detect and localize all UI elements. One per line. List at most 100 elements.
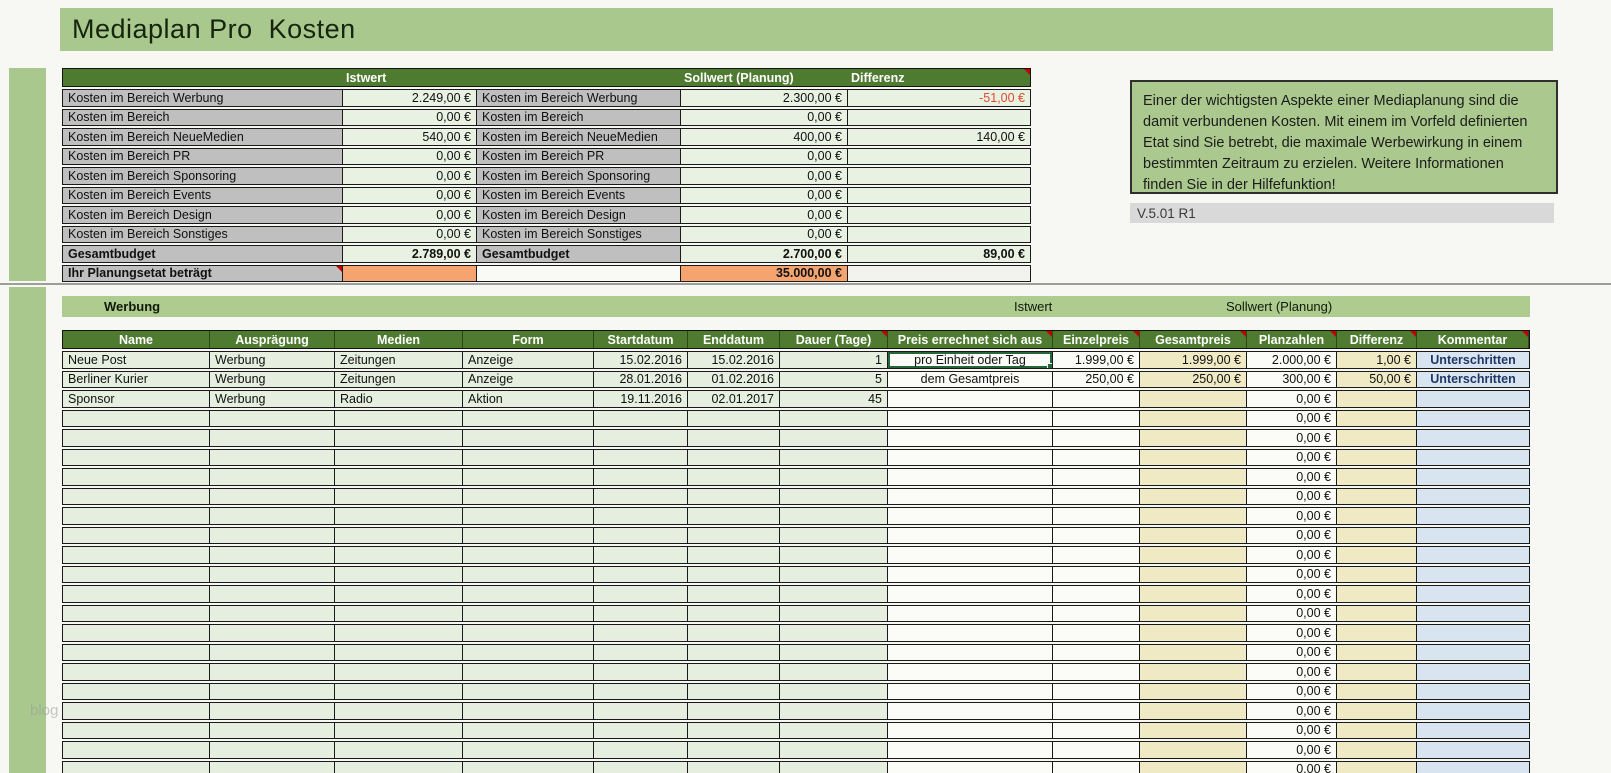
plan-cell-r10-c12[interactable] bbox=[1417, 546, 1530, 564]
budget-cell-label-2[interactable]: Kosten im Bereich NeueMedien bbox=[62, 128, 343, 146]
plan-cell-r9-c0[interactable] bbox=[62, 526, 210, 544]
plan-cell-r18-c9[interactable] bbox=[1140, 702, 1247, 720]
budget-header-sollwert[interactable]: Sollwert (Planung) bbox=[680, 69, 847, 86]
plan-cell-r15-c0[interactable] bbox=[62, 643, 210, 661]
plan-cell-r3-c3[interactable] bbox=[463, 409, 594, 427]
plan-cell-r8-c10[interactable]: 0,00 € bbox=[1247, 507, 1337, 525]
plan-cell-r16-c5[interactable] bbox=[688, 663, 780, 681]
plan-cell-r17-c10[interactable]: 0,00 € bbox=[1247, 682, 1337, 700]
plan-cell-r5-c0[interactable] bbox=[62, 448, 210, 466]
plan-cell-r19-c2[interactable] bbox=[335, 721, 463, 739]
plan-cell-r19-c0[interactable] bbox=[62, 721, 210, 739]
plan-header-5[interactable]: Enddatum bbox=[688, 331, 780, 348]
plan-cell-r13-c10[interactable]: 0,00 € bbox=[1247, 604, 1337, 622]
budget-cell-diff-0[interactable]: -51,00 € bbox=[848, 89, 1031, 107]
plan-cell-r12-c4[interactable] bbox=[594, 585, 688, 603]
budget-cell-label-7[interactable]: Kosten im Bereich Sonstiges bbox=[62, 225, 343, 243]
plan-cell-r10-c1[interactable] bbox=[210, 546, 335, 564]
plan-cell-r19-c9[interactable] bbox=[1140, 721, 1247, 739]
plan-cell-r6-c12[interactable] bbox=[1417, 468, 1530, 486]
budget-cell-label-3[interactable]: Kosten im Bereich PR bbox=[62, 147, 343, 165]
plan-cell-r12-c6[interactable] bbox=[780, 585, 888, 603]
plan-cell-r14-c1[interactable] bbox=[210, 624, 335, 642]
budget-cell-soll-0[interactable]: 2.300,00 € bbox=[681, 89, 848, 107]
plan-cell-r20-c1[interactable] bbox=[210, 741, 335, 759]
plan-cell-r3-c12[interactable] bbox=[1417, 409, 1530, 427]
plan-cell-r6-c8[interactable] bbox=[1053, 468, 1140, 486]
plan-cell-r8-c6[interactable] bbox=[780, 507, 888, 525]
plan-cell-r17-c7[interactable] bbox=[888, 682, 1053, 700]
plan-cell-r20-c6[interactable] bbox=[780, 741, 888, 759]
plan-cell-r18-c11[interactable] bbox=[1337, 702, 1417, 720]
plan-cell-r9-c10[interactable]: 0,00 € bbox=[1247, 526, 1337, 544]
plan-cell-r19-c11[interactable] bbox=[1337, 721, 1417, 739]
plan-cell-r3-c5[interactable] bbox=[688, 409, 780, 427]
plan-cell-r1-c8[interactable]: 250,00 € bbox=[1053, 370, 1140, 388]
plan-cell-r11-c5[interactable] bbox=[688, 565, 780, 583]
plan-cell-r11-c12[interactable] bbox=[1417, 565, 1530, 583]
plan-cell-r17-c0[interactable] bbox=[62, 682, 210, 700]
plan-cell-r17-c9[interactable] bbox=[1140, 682, 1247, 700]
plan-cell-r9-c9[interactable] bbox=[1140, 526, 1247, 544]
plan-cell-r5-c10[interactable]: 0,00 € bbox=[1247, 448, 1337, 466]
plan-cell-r3-c7[interactable] bbox=[888, 409, 1053, 427]
plan-cell-r19-c4[interactable] bbox=[594, 721, 688, 739]
plan-cell-r21-c2[interactable] bbox=[335, 760, 463, 773]
plan-cell-r21-c7[interactable] bbox=[888, 760, 1053, 773]
budget-cell-diff-5[interactable] bbox=[848, 186, 1031, 204]
plan-cell-r17-c4[interactable] bbox=[594, 682, 688, 700]
plan-cell-r2-c5[interactable]: 02.01.2017 bbox=[688, 390, 780, 408]
plan-cell-r12-c5[interactable] bbox=[688, 585, 780, 603]
plan-cell-r0-c9[interactable]: 1.999,00 € bbox=[1140, 351, 1247, 369]
budget-cell-ist-7[interactable]: 0,00 € bbox=[343, 225, 477, 243]
plan-cell-r9-c6[interactable] bbox=[780, 526, 888, 544]
plan-cell-r7-c0[interactable] bbox=[62, 487, 210, 505]
plan-cell-r10-c11[interactable] bbox=[1337, 546, 1417, 564]
plan-cell-r21-c11[interactable] bbox=[1337, 760, 1417, 773]
plan-cell-r11-c8[interactable] bbox=[1053, 565, 1140, 583]
budget-cell-diff-2[interactable]: 140,00 € bbox=[848, 128, 1031, 146]
budget-cell-label-5[interactable]: Kosten im Bereich Events bbox=[62, 186, 343, 204]
budget-cell-diff-8[interactable]: 89,00 € bbox=[848, 245, 1031, 263]
plan-cell-r13-c1[interactable] bbox=[210, 604, 335, 622]
plan-cell-r7-c9[interactable] bbox=[1140, 487, 1247, 505]
budget-cell-label-4[interactable]: Kosten im Bereich Sponsoring bbox=[62, 167, 343, 185]
plan-header-12[interactable]: Kommentar bbox=[1417, 331, 1529, 348]
plan-cell-r18-c8[interactable] bbox=[1053, 702, 1140, 720]
budget-etat-ist[interactable] bbox=[343, 264, 477, 282]
plan-cell-r5-c1[interactable] bbox=[210, 448, 335, 466]
plan-cell-r7-c7[interactable] bbox=[888, 487, 1053, 505]
plan-cell-r5-c12[interactable] bbox=[1417, 448, 1530, 466]
plan-cell-r5-c9[interactable] bbox=[1140, 448, 1247, 466]
plan-cell-r21-c4[interactable] bbox=[594, 760, 688, 773]
plan-cell-r9-c4[interactable] bbox=[594, 526, 688, 544]
plan-cell-r1-c11[interactable]: 50,00 € bbox=[1337, 370, 1417, 388]
plan-cell-r16-c8[interactable] bbox=[1053, 663, 1140, 681]
plan-cell-r20-c3[interactable] bbox=[463, 741, 594, 759]
plan-cell-r11-c9[interactable] bbox=[1140, 565, 1247, 583]
budget-cell-soll-8[interactable]: 2.700,00 € bbox=[681, 245, 848, 263]
plan-cell-r21-c6[interactable] bbox=[780, 760, 888, 773]
plan-cell-r8-c1[interactable] bbox=[210, 507, 335, 525]
plan-cell-r3-c9[interactable] bbox=[1140, 409, 1247, 427]
plan-cell-r15-c7[interactable] bbox=[888, 643, 1053, 661]
plan-cell-r8-c12[interactable] bbox=[1417, 507, 1530, 525]
plan-cell-r8-c7[interactable] bbox=[888, 507, 1053, 525]
plan-cell-r4-c11[interactable] bbox=[1337, 429, 1417, 447]
plan-cell-r1-c1[interactable]: Werbung bbox=[210, 370, 335, 388]
plan-cell-r5-c4[interactable] bbox=[594, 448, 688, 466]
plan-cell-r2-c3[interactable]: Aktion bbox=[463, 390, 594, 408]
budget-header-spacer-1[interactable] bbox=[63, 69, 342, 86]
plan-cell-r5-c8[interactable] bbox=[1053, 448, 1140, 466]
plan-cell-r17-c2[interactable] bbox=[335, 682, 463, 700]
plan-cell-r15-c8[interactable] bbox=[1053, 643, 1140, 661]
plan-cell-r2-c12[interactable] bbox=[1417, 390, 1530, 408]
plan-cell-r16-c7[interactable] bbox=[888, 663, 1053, 681]
plan-cell-r0-c11[interactable]: 1,00 € bbox=[1337, 351, 1417, 369]
plan-cell-r15-c9[interactable] bbox=[1140, 643, 1247, 661]
plan-cell-r14-c11[interactable] bbox=[1337, 624, 1417, 642]
plan-cell-r3-c11[interactable] bbox=[1337, 409, 1417, 427]
budget-etat-label[interactable]: Ihr Planungsetat beträgt bbox=[62, 264, 343, 282]
plan-header-3[interactable]: Form bbox=[463, 331, 594, 348]
plan-cell-r6-c7[interactable] bbox=[888, 468, 1053, 486]
